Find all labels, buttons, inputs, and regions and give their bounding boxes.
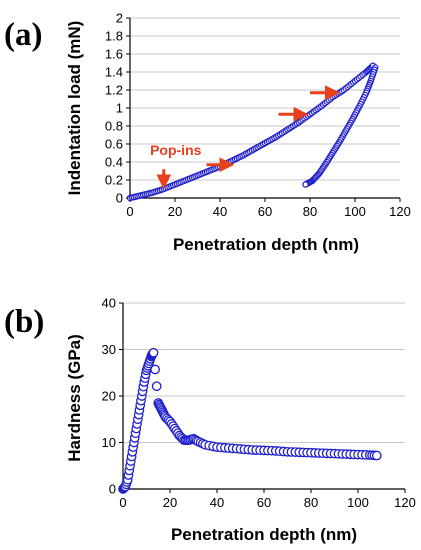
y-tick-label: 0.2 <box>105 173 123 188</box>
x-tick-label: 0 <box>126 204 133 219</box>
panel-a-gridlines <box>130 17 400 181</box>
panel-b-gridlines <box>123 302 405 443</box>
x-tick-label: 40 <box>210 495 224 510</box>
y-tick-label: 2 <box>116 11 123 26</box>
y-tick-label: 1 <box>116 101 123 116</box>
panel-b-axes <box>119 302 406 493</box>
y-tick-label: 0.6 <box>105 137 123 152</box>
panel-b-x-tick-labels: 0 20 40 60 80 100 120 <box>119 495 415 510</box>
x-tick-label: 100 <box>344 204 366 219</box>
y-tick-label: 20 <box>102 389 116 404</box>
x-tick-label: 40 <box>213 204 227 219</box>
x-tick-label: 20 <box>163 495 177 510</box>
x-tick-label: 100 <box>347 495 369 510</box>
panel-b-hardness-depth-chart: (b) 0 10 20 30 40 0 20 40 60 80 100 120 Penetratio… <box>4 296 416 545</box>
y-tick-label: 10 <box>102 435 116 450</box>
x-tick-label: 80 <box>304 495 318 510</box>
panel-a-y-tick-labels: 0 0.2 0.4 0.6 0.8 1 1.2 1.4 1.6 1.8 2 <box>105 11 123 206</box>
data-point <box>371 450 382 461</box>
panel-b-x-axis-title: Penetration depth (nm) <box>171 525 357 544</box>
data-point <box>151 381 162 392</box>
x-tick-label: 120 <box>389 204 411 219</box>
y-tick-label: 1.8 <box>105 29 123 44</box>
panel-a-pop-in-arrows <box>156 85 340 190</box>
panel-b-label: (b) <box>4 304 44 340</box>
y-tick-label: 0.4 <box>105 155 123 170</box>
x-tick-label: 20 <box>168 204 182 219</box>
panel-b-data-points <box>118 347 382 494</box>
data-point <box>302 181 309 188</box>
panel-a-axes <box>126 17 401 202</box>
panel-a-x-tick-labels: 0 20 40 60 80 100 120 <box>126 204 410 219</box>
y-tick-label: 30 <box>102 342 116 357</box>
x-tick-label: 60 <box>258 204 272 219</box>
x-tick-label: 120 <box>394 495 416 510</box>
data-point <box>148 347 159 358</box>
data-point <box>150 364 160 375</box>
y-tick-label: 0.8 <box>105 119 123 134</box>
y-tick-label: 40 <box>102 296 116 311</box>
panel-a-x-axis-title: Penetration depth (nm) <box>173 235 359 254</box>
x-tick-label: 0 <box>119 495 126 510</box>
panel-a-y-axis-title: Indentation load (mN) <box>65 21 84 196</box>
x-tick-label: 60 <box>257 495 271 510</box>
panel-b-y-axis-title: Hardness (GPa) <box>65 334 84 462</box>
panel-b-y-tick-labels: 0 10 20 30 40 <box>102 296 116 497</box>
y-tick-label: 0 <box>116 191 123 206</box>
y-tick-label: 1.6 <box>105 47 123 62</box>
x-tick-label: 80 <box>303 204 317 219</box>
pop-ins-annotation: Pop-ins <box>150 142 202 158</box>
y-tick-label: 1.2 <box>105 83 123 98</box>
panel-a-load-depth-chart: (a) 0 0.2 0.4 0.6 0.8 1 1.2 1.4 1.6 1.8 2 0 20 40 60 8… <box>4 11 411 255</box>
y-tick-label: 1.4 <box>105 65 123 80</box>
panel-a-label: (a) <box>4 17 42 53</box>
y-tick-label: 0 <box>109 482 116 497</box>
